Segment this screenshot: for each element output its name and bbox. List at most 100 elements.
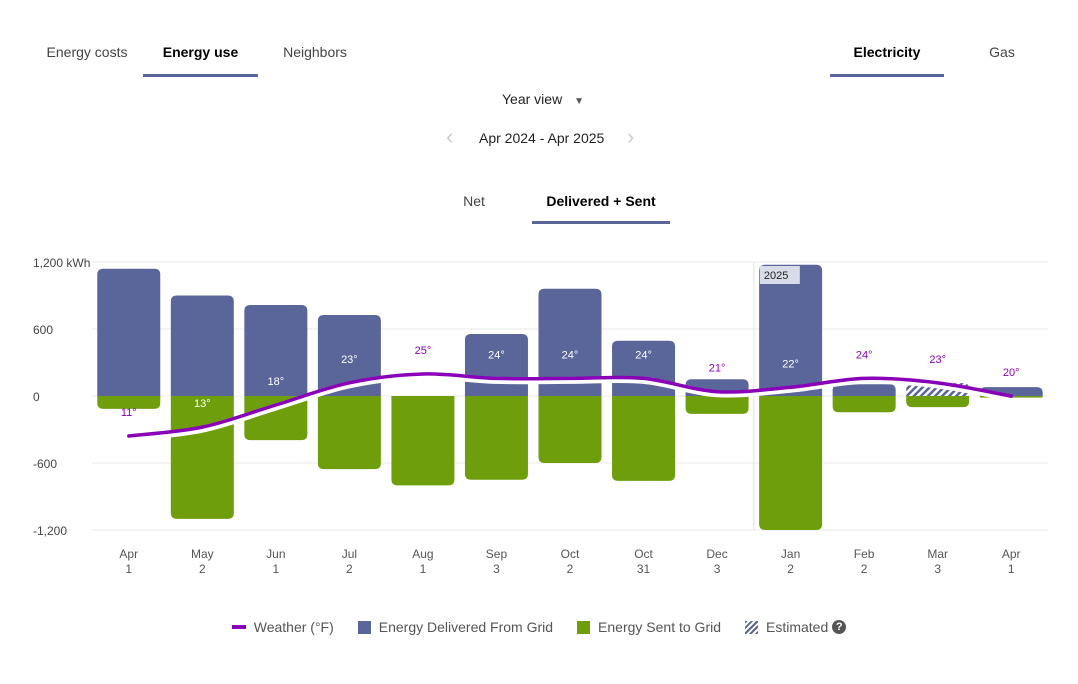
weather-line-halo bbox=[128, 372, 1012, 442]
x-tick-label: 2 bbox=[199, 562, 206, 576]
delivered-bar bbox=[759, 264, 823, 396]
sent-bar bbox=[317, 396, 381, 470]
x-tick-label: Dec bbox=[706, 547, 727, 561]
x-tick-label: Oct bbox=[561, 547, 580, 561]
y-tick-label: 600 bbox=[33, 323, 53, 337]
year-marker-box bbox=[759, 266, 800, 284]
weather-label: 23° bbox=[929, 354, 946, 366]
delivered-bar bbox=[170, 295, 234, 396]
x-tick-label: 1 bbox=[420, 562, 427, 576]
legend-label: Energy Delivered From Grid bbox=[378, 619, 554, 635]
x-tick-label: 1 bbox=[1008, 562, 1015, 576]
delivered-bar bbox=[317, 315, 381, 396]
x-tick-label: 1 bbox=[273, 562, 280, 576]
chevron-left-icon[interactable]: ‹ bbox=[446, 124, 454, 149]
x-tick-label: Mar bbox=[927, 547, 948, 561]
x-tick-label: 31 bbox=[637, 562, 651, 576]
weather-label: 13° bbox=[194, 398, 211, 410]
delivered-bar bbox=[244, 304, 308, 396]
line-swatch-icon bbox=[231, 625, 246, 629]
x-tick-label: May bbox=[191, 547, 214, 561]
tab-neighbors[interactable]: Neighbors bbox=[283, 44, 347, 60]
x-tick-label: Aug bbox=[412, 547, 433, 561]
delivered-bar bbox=[832, 384, 896, 396]
x-tick-label: Feb bbox=[854, 547, 875, 561]
x-tick-label: 3 bbox=[493, 562, 500, 576]
x-tick-label: Oct bbox=[634, 547, 653, 561]
legend-weather[interactable]: Weather (°F) bbox=[231, 619, 334, 635]
weather-line bbox=[127, 372, 1013, 438]
tab-net[interactable]: Net bbox=[463, 193, 485, 209]
legend-label: Weather (°F) bbox=[253, 619, 334, 635]
sent-bar bbox=[832, 396, 896, 413]
sent-bar bbox=[612, 396, 676, 481]
weather-label: 18° bbox=[268, 376, 285, 388]
x-tick-label: 3 bbox=[934, 562, 941, 576]
legend-estimated[interactable]: Estimated? bbox=[745, 619, 847, 635]
y-tick-label: -1,200 bbox=[33, 524, 67, 538]
tab-gas[interactable]: Gas bbox=[989, 44, 1015, 60]
active-tab-underline bbox=[143, 74, 258, 77]
view-select-value: Year view bbox=[502, 91, 563, 107]
hatch-swatch-icon bbox=[745, 620, 758, 634]
sent-bar bbox=[759, 396, 823, 530]
sent-bar bbox=[538, 396, 602, 463]
sent-bar bbox=[391, 396, 455, 486]
weather-label: 23° bbox=[341, 354, 358, 366]
delivered-bar bbox=[97, 268, 161, 396]
caret-down-icon: ▼ bbox=[574, 96, 584, 107]
sent-bar bbox=[244, 396, 308, 441]
x-tick-label: 2 bbox=[346, 562, 353, 576]
y-tick-label: 0 bbox=[33, 390, 40, 404]
weather-label: 24° bbox=[635, 349, 652, 361]
weather-label: 24° bbox=[488, 349, 505, 361]
y-tick-label: -600 bbox=[33, 457, 57, 471]
legend-label: Energy Sent to Grid bbox=[598, 619, 721, 635]
tab-delivered-sent[interactable]: Delivered + Sent bbox=[546, 193, 656, 209]
x-tick-label: 3 bbox=[714, 562, 721, 576]
legend-label: Estimated bbox=[766, 619, 829, 635]
sent-bar bbox=[97, 396, 161, 409]
active-fuel-underline bbox=[830, 74, 944, 77]
weather-label: 21° bbox=[709, 363, 726, 375]
sent-bar bbox=[170, 396, 234, 519]
sent-bar bbox=[464, 396, 528, 480]
x-tick-label: 1 bbox=[125, 562, 132, 576]
delivered-bar bbox=[538, 288, 602, 396]
tab-energy-use[interactable]: Energy use bbox=[162, 44, 239, 60]
weather-label: 11° bbox=[121, 407, 137, 419]
sent-bar bbox=[685, 396, 749, 414]
weather-label: 25° bbox=[415, 345, 432, 357]
weather-label: 20° bbox=[1003, 367, 1020, 379]
view-select[interactable]: Year view ▼ bbox=[502, 91, 584, 107]
weather-label: 24° bbox=[856, 349, 873, 361]
weather-label: 24° bbox=[562, 349, 579, 361]
period-label: Apr 2024 - Apr 2025 bbox=[479, 130, 605, 146]
x-tick-label: Apr bbox=[119, 547, 138, 561]
weather-label: 22° bbox=[782, 358, 799, 370]
legend-delivered[interactable]: Energy Delivered From Grid bbox=[357, 619, 554, 635]
x-tick-label: 2 bbox=[567, 562, 574, 576]
active-mode-underline bbox=[532, 221, 670, 224]
x-tick-label: 2 bbox=[787, 562, 794, 576]
x-tick-label: Sep bbox=[486, 547, 508, 561]
x-tick-label: 2 bbox=[861, 562, 868, 576]
chart-legend: Weather (°F) Energy Delivered From Grid … bbox=[0, 619, 1078, 635]
y-tick-label: 1,200 kWh bbox=[33, 256, 90, 270]
x-tick-label: Jul bbox=[342, 547, 357, 561]
x-tick-label: Apr bbox=[1002, 547, 1021, 561]
delivered-swatch-icon bbox=[357, 620, 371, 634]
year-marker-label: 2025 bbox=[764, 270, 788, 282]
delivered-bar bbox=[464, 334, 528, 396]
chevron-right-icon[interactable]: › bbox=[627, 124, 635, 149]
sent-bar bbox=[906, 396, 970, 408]
tab-electricity[interactable]: Electricity bbox=[853, 44, 921, 60]
sent-swatch-icon bbox=[577, 620, 591, 634]
x-tick-label: Jun bbox=[266, 547, 285, 561]
legend-sent[interactable]: Energy Sent to Grid bbox=[577, 619, 721, 635]
tab-energy-costs[interactable]: Energy costs bbox=[46, 44, 128, 60]
x-tick-label: Jan bbox=[781, 547, 800, 561]
help-icon[interactable]: ? bbox=[832, 620, 847, 634]
